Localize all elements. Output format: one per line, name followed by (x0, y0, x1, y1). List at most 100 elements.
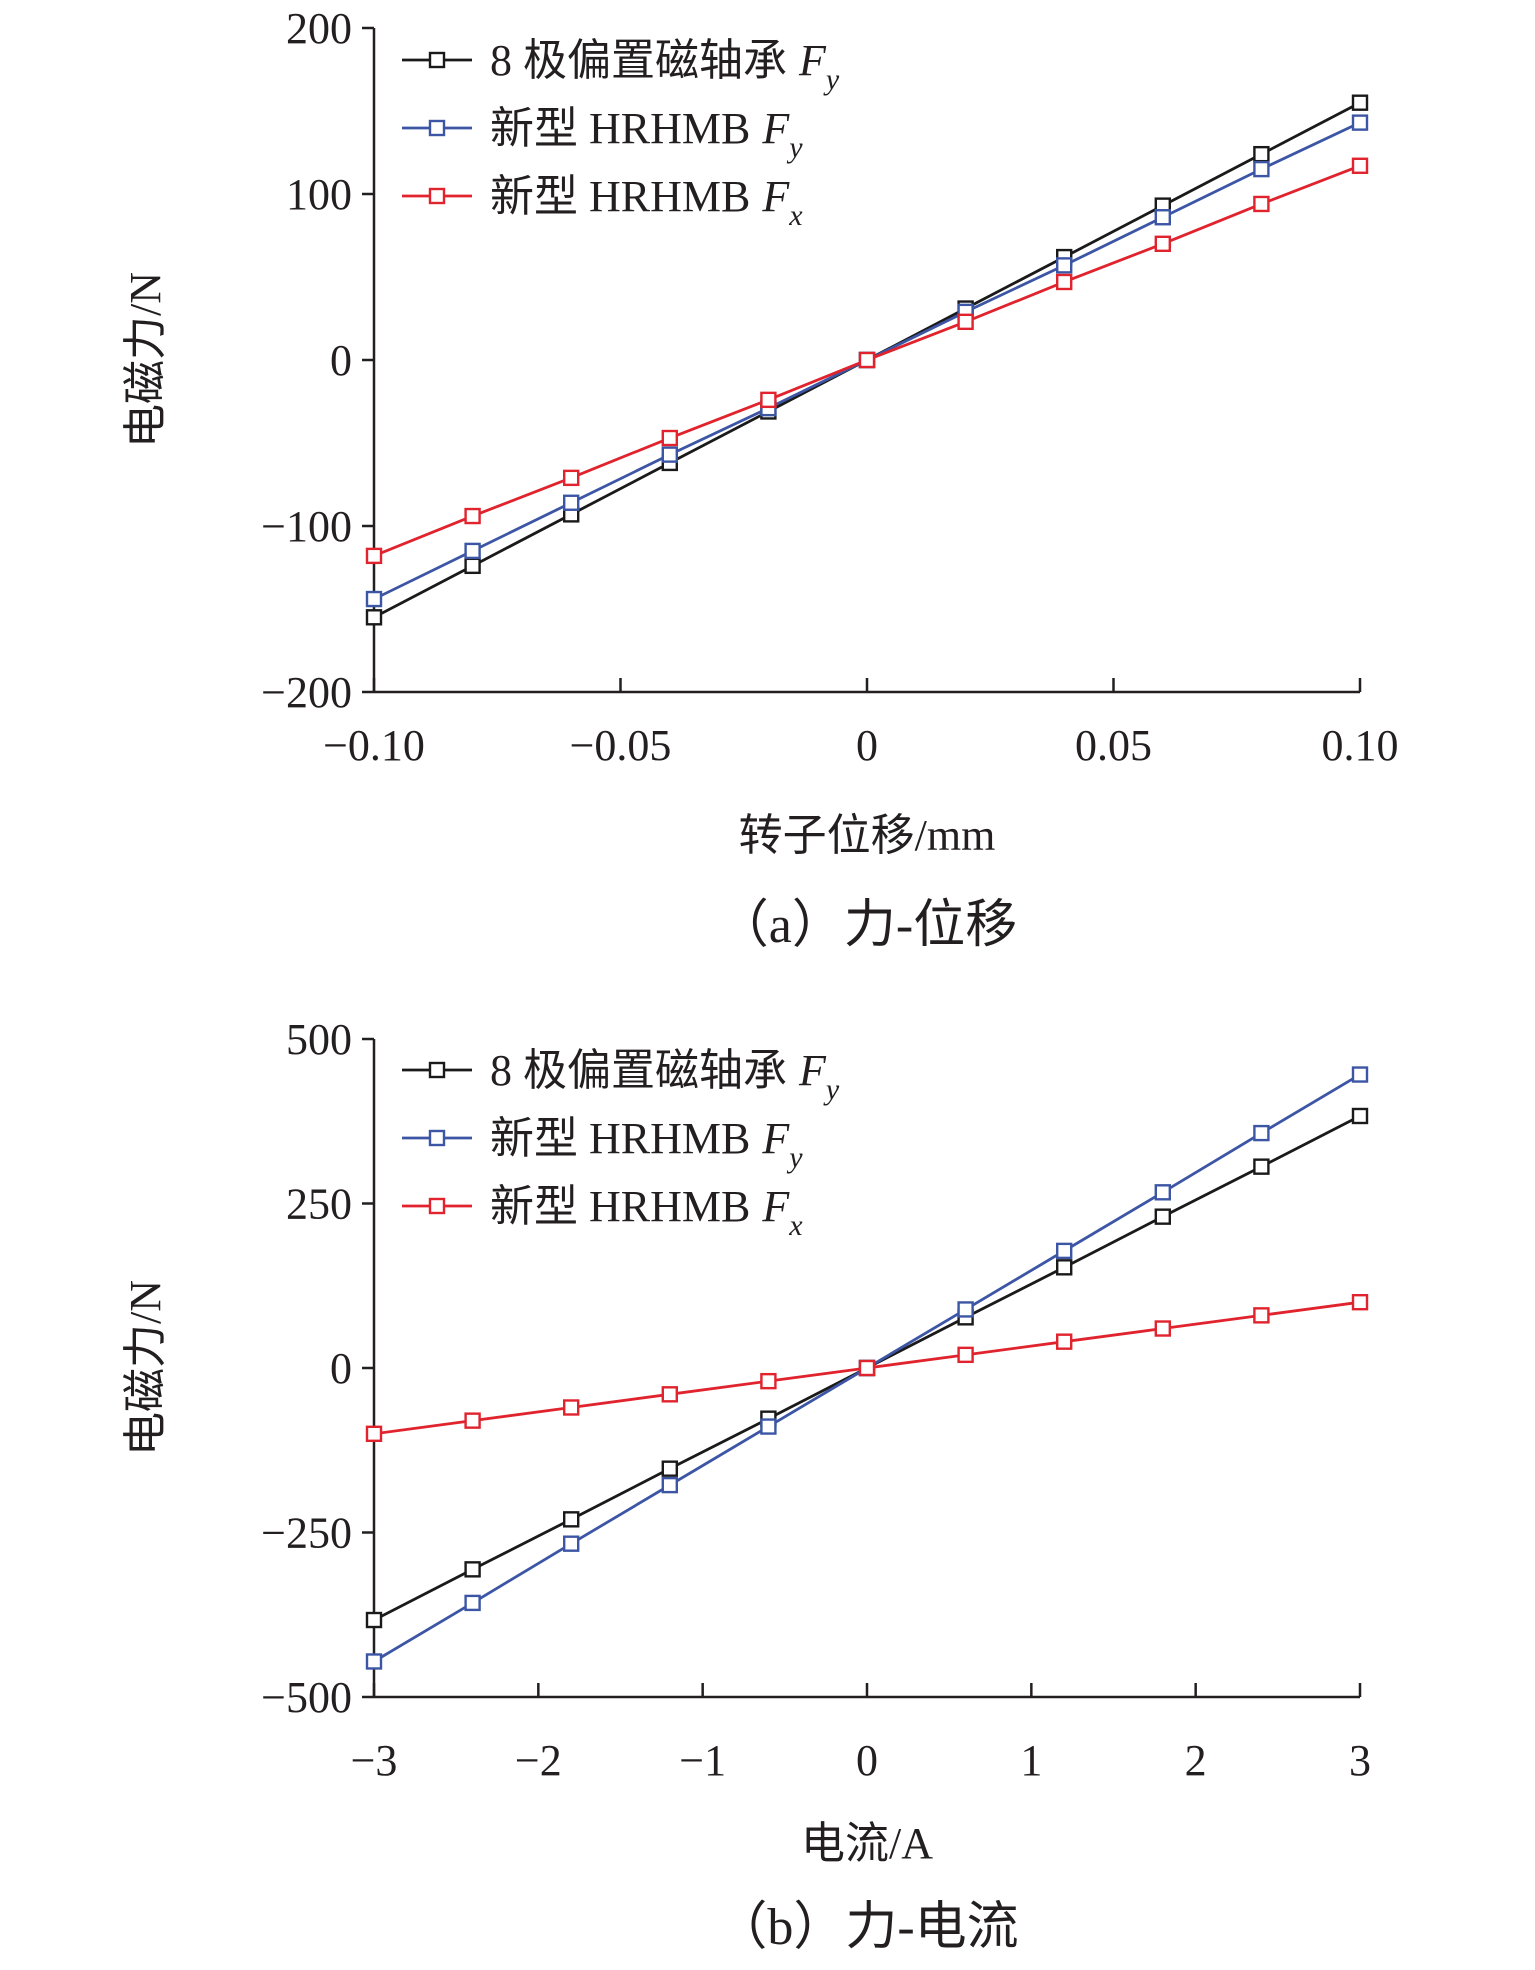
data-point-marker (957, 1301, 974, 1318)
data-point-marker (365, 1653, 383, 1670)
legend-subscript: y (786, 1141, 803, 1174)
x-tick-label: 0.10 (1322, 721, 1399, 770)
data-point-marker (1154, 1184, 1172, 1201)
legend-label: 新型 HRHMB Fx (490, 1182, 803, 1242)
x-tick-label: −1 (679, 1736, 726, 1785)
legend-entry: 8 极偏置磁轴承 Fy (402, 36, 840, 96)
data-point-marker (365, 1425, 383, 1443)
data-point-marker (1055, 273, 1073, 291)
x-axis-label: 电流/A (801, 1819, 933, 1868)
data-point-marker (365, 1611, 383, 1629)
data-point-marker (1351, 114, 1369, 131)
x-tick-label: 0 (856, 1736, 878, 1785)
legend-symbol: F (798, 1046, 827, 1095)
data-point-marker (957, 1346, 974, 1364)
y-tick-label: −100 (261, 502, 352, 551)
chart-caption: （b）力-电流 (715, 1899, 1018, 1956)
legend-subscript: y (823, 63, 840, 96)
legend-marker (428, 1129, 446, 1147)
legend-symbol: F (761, 1114, 790, 1163)
legend-marker (428, 1197, 446, 1215)
data-point-marker (1253, 1158, 1270, 1175)
legend-symbol: F (798, 36, 827, 85)
legend-entry: 新型 HRHMB Fy (402, 104, 803, 164)
legend-subscript: y (786, 131, 803, 164)
data-point-marker (1055, 1333, 1073, 1350)
data-point-marker (1154, 209, 1172, 226)
data-point-marker (661, 446, 678, 463)
x-tick-label: 0.05 (1075, 721, 1152, 770)
data-point-marker (1253, 1307, 1270, 1324)
legend-marker (428, 187, 446, 205)
legend-subscript: x (788, 1209, 803, 1242)
data-point-marker (464, 507, 481, 525)
legend-label: 8 极偏置磁轴承 Fy (490, 1046, 840, 1106)
y-tick-label: 100 (286, 170, 352, 219)
legend-label: 新型 HRHMB Fy (490, 1114, 803, 1174)
data-point-marker (563, 1511, 580, 1528)
data-point-marker (563, 494, 580, 511)
data-point-marker (563, 1399, 580, 1416)
data-point-marker (365, 609, 383, 626)
y-tick-label: −250 (261, 1509, 352, 1558)
series-2 (365, 157, 1369, 565)
x-tick-label: −0.10 (323, 721, 425, 770)
data-point-marker (1154, 1208, 1172, 1225)
legend-name: 新型 HRHMB (490, 1182, 750, 1231)
data-point-marker (1351, 157, 1369, 174)
data-point-marker (1253, 1124, 1270, 1142)
data-point-marker (464, 1594, 481, 1612)
legend-marker (428, 119, 446, 137)
chart-caption: （a）力-位移 (717, 897, 1017, 954)
data-point-marker (464, 1561, 481, 1578)
data-point-marker (858, 1359, 876, 1377)
chart-b: −500 −250 0 250 500 −3 −2 −1 0 1 2 3 电流/A 电磁力/N （b）力-电… (121, 1015, 1371, 1956)
data-point-marker (661, 429, 678, 447)
data-point-marker (563, 1535, 580, 1552)
x-tick-label: −3 (351, 1736, 398, 1785)
data-point-marker (464, 1412, 481, 1429)
data-point-marker (760, 1372, 777, 1390)
data-point-marker (661, 1476, 678, 1494)
legend-marker (428, 1061, 446, 1079)
x-tick-label: 3 (1349, 1736, 1371, 1785)
data-point-marker (365, 547, 383, 565)
data-point-marker (1351, 1066, 1369, 1083)
legend-symbol: F (761, 172, 790, 221)
data-point-marker (661, 1460, 678, 1477)
data-point-marker (1351, 94, 1369, 111)
legend-label: 8 极偏置磁轴承 Fy (490, 36, 840, 96)
legend-symbol: F (761, 104, 790, 153)
legend-entry: 新型 HRHMB Fx (402, 172, 803, 232)
data-point-marker (1351, 1293, 1369, 1311)
x-tick-label: −0.05 (570, 721, 672, 770)
legend-entry: 8 极偏置磁轴承 Fy (402, 1046, 840, 1106)
data-point-marker (661, 1386, 678, 1403)
y-tick-label: −200 (261, 668, 352, 717)
data-point-marker (1055, 257, 1073, 274)
x-tick-label: 2 (1185, 1736, 1207, 1785)
legend-entry: 新型 HRHMB Fy (402, 1114, 803, 1174)
legend-name: 新型 HRHMB (490, 104, 750, 153)
data-point-marker (365, 590, 383, 608)
y-axis-label: 电磁力/N (121, 1280, 170, 1456)
y-tick-label: 0 (330, 1344, 352, 1393)
data-point-marker (1055, 1259, 1073, 1276)
legend-name: 8 极偏置磁轴承 (490, 1046, 787, 1095)
data-point-marker (1253, 160, 1270, 178)
legend-label: 新型 HRHMB Fy (490, 104, 803, 164)
legend-entry: 新型 HRHMB Fx (402, 1182, 803, 1242)
data-point-marker (464, 557, 481, 575)
data-point-marker (464, 542, 481, 560)
y-tick-label: 200 (286, 4, 352, 53)
y-tick-label: 500 (286, 1015, 352, 1064)
legend-symbol: F (761, 1182, 790, 1231)
data-point-marker (957, 313, 974, 331)
x-axis-label: 转子位移/mm (739, 811, 996, 860)
legend-label: 新型 HRHMB Fx (490, 172, 803, 232)
legend-name: 新型 HRHMB (490, 1114, 750, 1163)
data-point-marker (563, 469, 580, 487)
x-tick-label: 1 (1020, 1736, 1042, 1785)
data-point-marker (1154, 235, 1172, 253)
